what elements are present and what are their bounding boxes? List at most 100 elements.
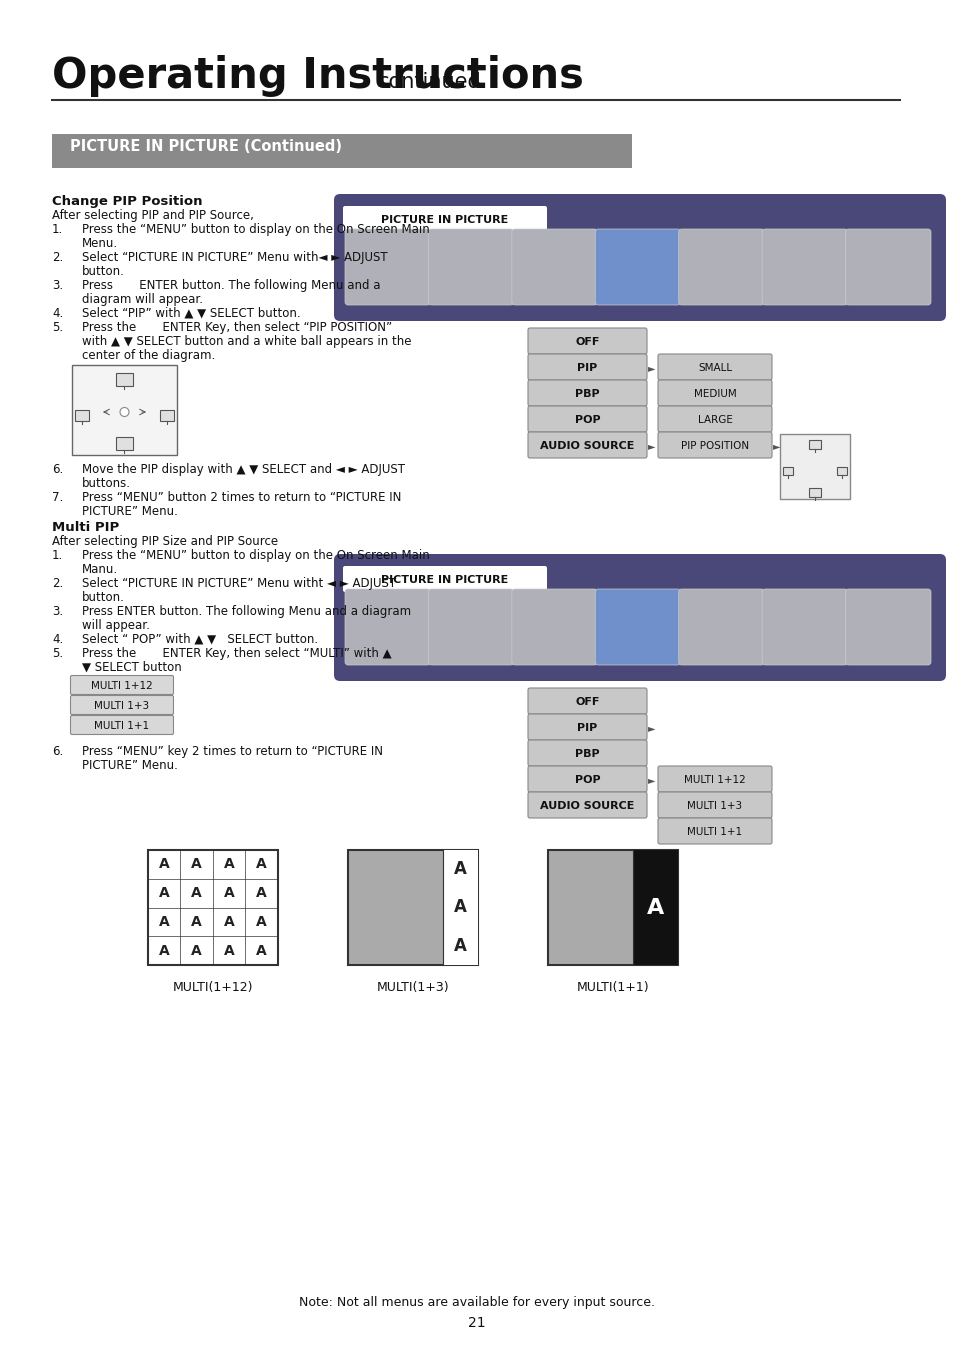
Text: 5.: 5. (52, 322, 63, 334)
Text: A: A (192, 943, 202, 958)
Text: 7.: 7. (52, 490, 63, 504)
Text: POP: POP (574, 775, 599, 785)
Text: Move the PIP display with ▲ ▼ SELECT and ◄ ► ADJUST: Move the PIP display with ▲ ▼ SELECT and… (82, 463, 405, 476)
Text: SMALL: SMALL (698, 363, 731, 373)
FancyBboxPatch shape (678, 230, 763, 305)
FancyBboxPatch shape (527, 354, 646, 380)
Text: A: A (256, 943, 267, 958)
Text: Select “PICTURE IN PICTURE” Menu with◄ ► ADJUST: Select “PICTURE IN PICTURE” Menu with◄ ►… (82, 251, 387, 263)
Text: 3.: 3. (52, 280, 63, 292)
FancyBboxPatch shape (527, 432, 646, 458)
Text: buttons.: buttons. (82, 477, 131, 490)
Text: 1.: 1. (52, 549, 63, 562)
FancyBboxPatch shape (658, 407, 771, 432)
Bar (148, 850, 277, 965)
Text: A: A (256, 915, 267, 929)
Text: PICTURE IN PICTURE (Continued): PICTURE IN PICTURE (Continued) (70, 139, 341, 154)
Text: AUDIO SOURCE: AUDIO SOURCE (539, 801, 634, 811)
Text: A: A (646, 897, 663, 917)
Text: A: A (454, 861, 466, 878)
Text: Menu.: Menu. (82, 236, 118, 250)
Bar (116, 436, 132, 450)
FancyBboxPatch shape (527, 328, 646, 354)
Bar (781, 467, 793, 476)
Text: MULTI 1+1: MULTI 1+1 (687, 827, 741, 838)
Text: Press the       ENTER Key, then select “MULTI” with ▲: Press the ENTER Key, then select “MULTI”… (82, 647, 392, 661)
FancyBboxPatch shape (345, 589, 430, 665)
FancyBboxPatch shape (343, 205, 546, 232)
Text: 3.: 3. (52, 605, 63, 617)
Text: 6.: 6. (52, 463, 63, 476)
Text: OFF: OFF (575, 697, 599, 707)
Text: LARGE: LARGE (697, 415, 732, 426)
Text: POP: POP (574, 415, 599, 426)
Text: PICTURE” Menu.: PICTURE” Menu. (82, 505, 177, 517)
FancyBboxPatch shape (658, 792, 771, 817)
Text: MEDIUM: MEDIUM (693, 389, 736, 399)
Text: center of the diagram.: center of the diagram. (82, 349, 215, 362)
FancyBboxPatch shape (844, 589, 930, 665)
FancyBboxPatch shape (334, 195, 945, 322)
FancyBboxPatch shape (334, 554, 945, 681)
Text: MULTI 1+12: MULTI 1+12 (683, 775, 745, 785)
Text: A: A (159, 943, 170, 958)
Text: continued: continued (377, 72, 481, 92)
Text: 2.: 2. (52, 577, 63, 590)
Text: A: A (454, 898, 466, 916)
FancyBboxPatch shape (512, 230, 597, 305)
FancyBboxPatch shape (343, 566, 546, 592)
FancyBboxPatch shape (658, 354, 771, 380)
Text: ►: ► (772, 440, 780, 451)
Text: will appear.: will appear. (82, 619, 150, 632)
Text: A: A (159, 915, 170, 929)
Text: Select “PIP” with ▲ ▼ SELECT button.: Select “PIP” with ▲ ▼ SELECT button. (82, 307, 300, 320)
Text: Press       ENTER button. The following Menu and a: Press ENTER button. The following Menu a… (82, 280, 380, 292)
Text: ▼ SELECT button: ▼ SELECT button (82, 661, 182, 674)
Text: MULTI(1+12): MULTI(1+12) (172, 981, 253, 994)
FancyBboxPatch shape (844, 230, 930, 305)
Text: 21: 21 (468, 1316, 485, 1329)
Text: Press ENTER button. The following Menu and a diagram: Press ENTER button. The following Menu a… (82, 605, 411, 617)
Text: Press the “MENU” button to display on the On Screen Main: Press the “MENU” button to display on th… (82, 549, 429, 562)
Text: A: A (256, 858, 267, 871)
Text: ►: ► (647, 775, 655, 785)
Text: A: A (192, 858, 202, 871)
Text: A: A (224, 943, 234, 958)
Bar (160, 409, 174, 420)
FancyBboxPatch shape (678, 589, 763, 665)
FancyBboxPatch shape (527, 740, 646, 766)
Text: A: A (454, 936, 466, 955)
Text: Manu.: Manu. (82, 563, 118, 576)
Bar (780, 434, 849, 499)
Text: ►: ► (647, 723, 655, 734)
Bar (547, 850, 678, 965)
Text: After selecting PIP Size and PIP Source: After selecting PIP Size and PIP Source (52, 535, 278, 549)
Text: A: A (224, 858, 234, 871)
Text: MULTI(1+1): MULTI(1+1) (576, 981, 649, 994)
FancyBboxPatch shape (527, 713, 646, 740)
Text: PICTURE IN PICTURE: PICTURE IN PICTURE (381, 215, 508, 226)
Text: Multi PIP: Multi PIP (52, 521, 119, 534)
Text: AUDIO SOURCE: AUDIO SOURCE (539, 440, 634, 451)
Circle shape (120, 408, 129, 416)
Text: Operating Instructions: Operating Instructions (52, 55, 583, 97)
Text: A: A (224, 886, 234, 900)
Text: Press “MENU” button 2 times to return to “PICTURE IN: Press “MENU” button 2 times to return to… (82, 490, 401, 504)
FancyBboxPatch shape (658, 817, 771, 844)
Bar (74, 409, 90, 420)
Text: MULTI 1+3: MULTI 1+3 (94, 701, 150, 711)
Text: PICTURE IN PICTURE: PICTURE IN PICTURE (381, 576, 508, 585)
Text: A: A (192, 886, 202, 900)
Text: Press “MENU” key 2 times to return to “PICTURE IN: Press “MENU” key 2 times to return to “P… (82, 744, 382, 758)
Text: OFF: OFF (575, 336, 599, 347)
Text: 4.: 4. (52, 634, 63, 646)
FancyBboxPatch shape (527, 792, 646, 817)
Text: PIP POSITION: PIP POSITION (680, 440, 748, 451)
FancyBboxPatch shape (658, 766, 771, 792)
FancyBboxPatch shape (761, 589, 846, 665)
Text: Press the “MENU” button to display on the On Screen Main: Press the “MENU” button to display on th… (82, 223, 429, 236)
Text: MULTI 1+12: MULTI 1+12 (91, 681, 152, 690)
FancyBboxPatch shape (71, 676, 173, 694)
Bar (348, 850, 477, 965)
FancyBboxPatch shape (527, 688, 646, 713)
